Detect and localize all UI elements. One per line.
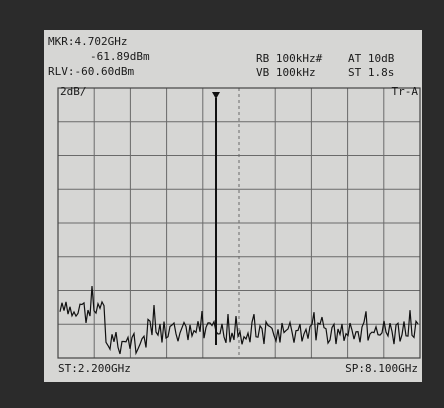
start-frequency: ST:2.200GHz bbox=[58, 362, 131, 375]
marker-level: -61.89dBm bbox=[90, 50, 150, 63]
analyzer-screenshot: MKR:4.702GHz -61.89dBm RLV:-60.60dBm RB … bbox=[0, 0, 444, 408]
video-bandwidth: VB 100kHz bbox=[256, 66, 316, 79]
trace-label: Tr-A bbox=[392, 85, 419, 98]
stop-frequency: SP:8.100GHz bbox=[345, 362, 418, 375]
attenuation: AT 10dB bbox=[348, 52, 395, 65]
sweep-time: ST 1.8s bbox=[348, 66, 394, 79]
screen bbox=[44, 30, 422, 382]
marker-frequency: MKR:4.702GHz bbox=[48, 35, 127, 48]
reference-level: RLV:-60.60dBm bbox=[48, 65, 134, 78]
resolution-bandwidth: RB 100kHz# bbox=[256, 52, 323, 65]
scale: 2dB/ bbox=[60, 85, 87, 98]
